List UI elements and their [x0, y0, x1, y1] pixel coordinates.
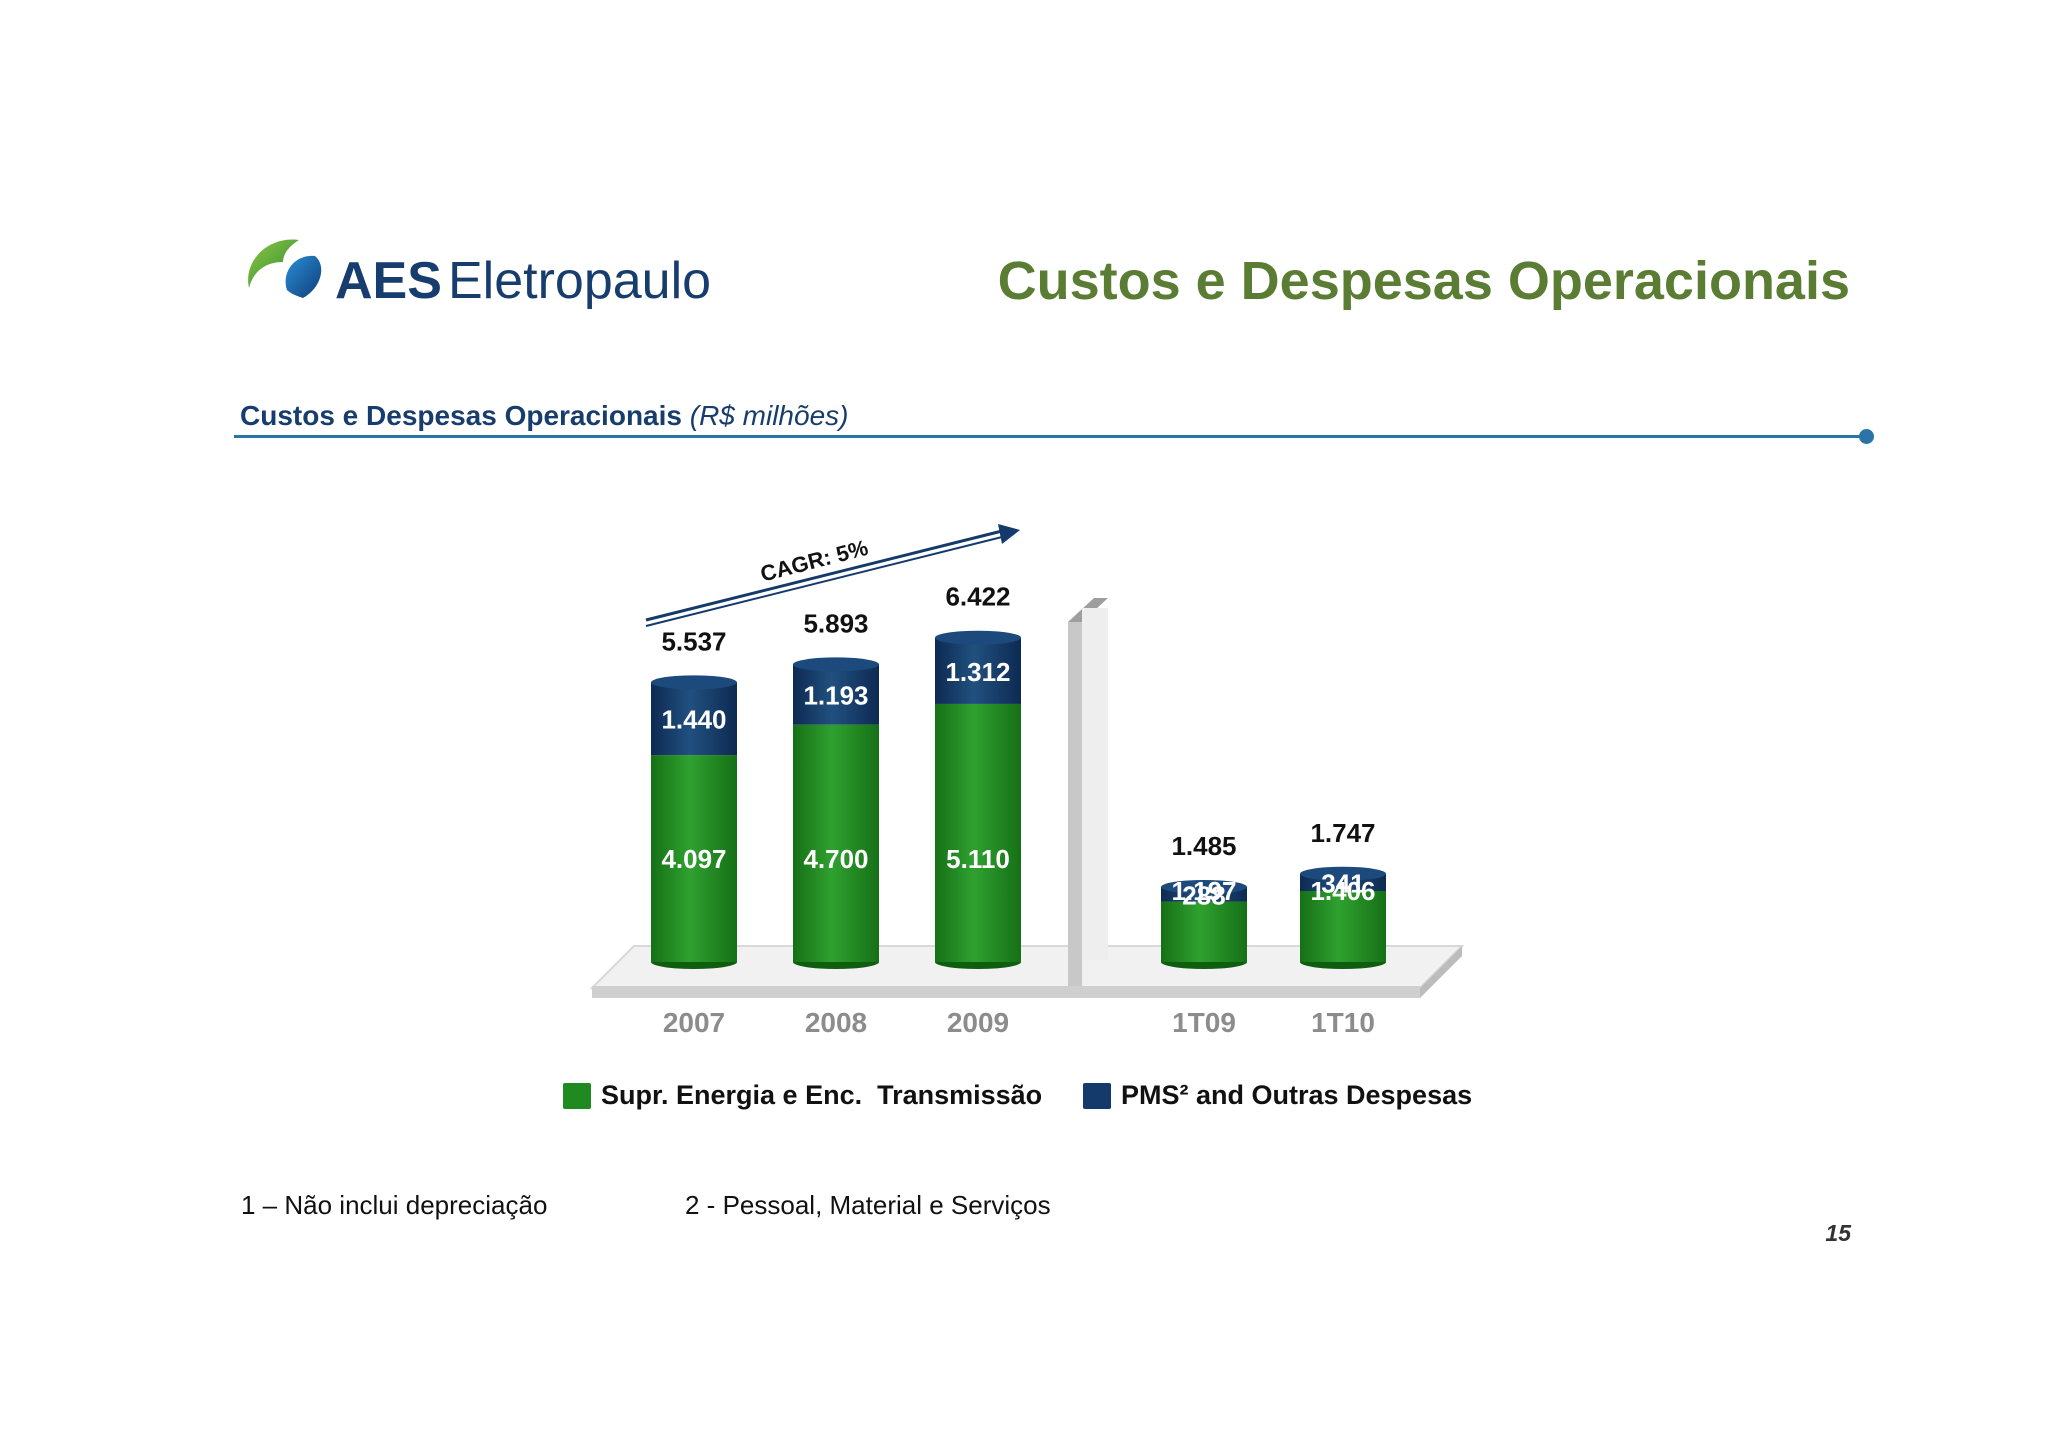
legend-item-pms: PMS² and Outras Despesas: [1083, 1080, 1472, 1111]
bar-segment-pms: [935, 637, 1021, 704]
svg-text:Eletropaulo: Eletropaulo: [448, 252, 711, 310]
section-header-title: Custos e Despesas Operacionais: [240, 400, 682, 431]
bar-segment-pms: [793, 664, 879, 725]
chart-divider-back: [1082, 608, 1108, 960]
footnote-1: 1 – Não inclui depreciação: [241, 1190, 548, 1220]
x-tick-label: 2007: [663, 1007, 725, 1038]
legend-item-supr-energia: Supr. Energia e Enc. Transmissão: [563, 1080, 1042, 1111]
page-title: Custos e Despesas Operacionais: [997, 251, 1850, 311]
data-label-pms: 1.440: [661, 705, 726, 735]
bar-top-ellipse: [935, 630, 1021, 645]
bar-segment-supr-energia: [1161, 901, 1247, 962]
data-label-pms: 341: [1321, 868, 1364, 898]
data-label-supr-energia: 1.197: [1171, 876, 1236, 906]
data-label-supr-energia: 4.700: [803, 844, 868, 874]
header-rule-dot: [1859, 429, 1874, 444]
x-tick-label: 2008: [805, 1007, 867, 1038]
x-tick-label: 1T10: [1311, 1007, 1375, 1038]
legend-label-pms: PMS² and Outras Despesas: [1121, 1080, 1473, 1110]
data-label-pms: 1.193: [803, 681, 868, 711]
bar-segment-supr-energia: [935, 703, 1021, 962]
legend-swatch-green: [563, 1082, 591, 1109]
legend-label-supr-energia: Supr. Energia e Enc. Transmissão: [601, 1080, 1043, 1110]
chart-floor-edge: [592, 986, 1420, 998]
logo-swoosh-green-icon: [248, 239, 299, 288]
data-label-total: 1.485: [1171, 831, 1236, 861]
bar-top-ellipse: [1161, 880, 1247, 895]
chart-floor-side: [1420, 946, 1462, 998]
cagr-arrow-line: [645, 529, 1003, 622]
bar-top-ellipse: [1300, 866, 1386, 881]
bar-segment-supr-energia: [1300, 890, 1386, 962]
bar-top-ellipse: [793, 657, 879, 672]
footnote-2: 2 - Pessoal, Material e Serviços: [685, 1190, 1051, 1220]
data-label-total: 1.747: [1310, 818, 1375, 848]
data-label-total: 5.893: [803, 608, 868, 638]
data-label-supr-energia: 5.110: [946, 844, 1010, 874]
data-label-pms: 1.312: [945, 657, 1010, 687]
data-label-supr-energia: 1.406: [1310, 876, 1375, 906]
section-header: Custos e Despesas Operacionais (R$ milhõ…: [240, 400, 848, 432]
data-label-pms: 288: [1182, 880, 1225, 910]
aes-eletropaulo-logo: AES Eletropaulo: [243, 232, 743, 316]
bar-segment-supr-energia: [651, 755, 737, 962]
cagr-arrow-head: [998, 524, 1020, 544]
legend-swatch-navy: [1083, 1082, 1111, 1109]
data-label-total: 5.537: [661, 626, 726, 656]
bar-segment-pms: [651, 682, 737, 756]
bar-segment-supr-energia: [793, 724, 879, 962]
x-tick-label: 2009: [947, 1007, 1009, 1038]
svg-text:AES: AES: [335, 252, 442, 310]
chart-divider: [1068, 622, 1082, 986]
header-rule: [234, 435, 1870, 438]
section-header-unit: (R$ milhões): [689, 400, 849, 431]
x-tick-label: 1T09: [1172, 1007, 1236, 1038]
cagr-arrow-line-2: [645, 536, 1003, 627]
page-number: 15: [1825, 1220, 1851, 1246]
bar-top-ellipse: [651, 675, 737, 690]
logo-swoosh-blue-icon: [285, 255, 322, 298]
data-label-supr-energia: 4.097: [661, 844, 726, 874]
data-label-total: 6.422: [945, 582, 1010, 612]
